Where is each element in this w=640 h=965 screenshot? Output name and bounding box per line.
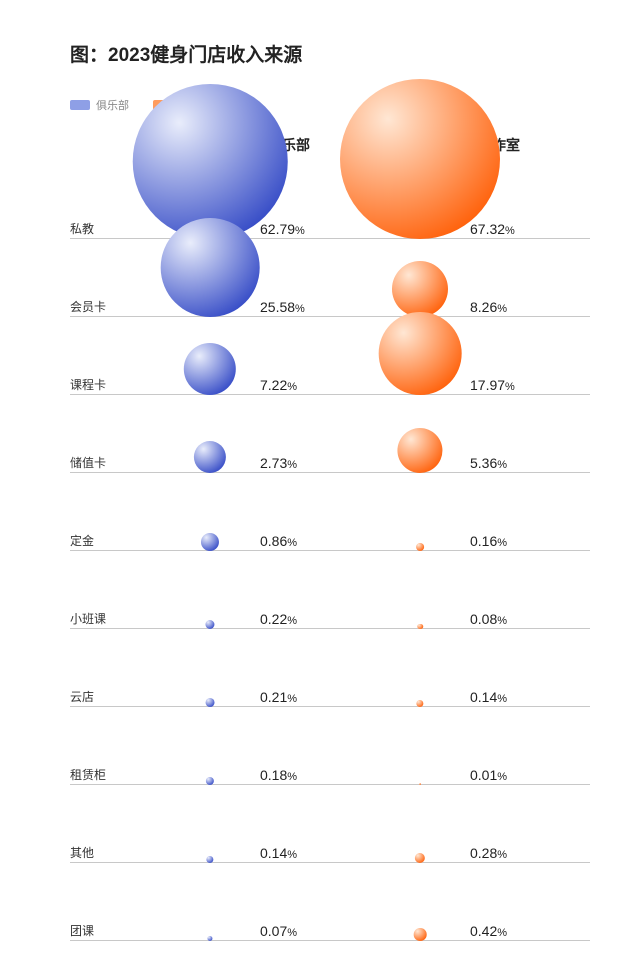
- bubble-studio: [379, 312, 462, 395]
- cell-studio: 17.97%: [380, 321, 590, 399]
- row-cells: 0.18% 0.01%: [170, 711, 590, 789]
- cell-club: 0.07%: [170, 867, 380, 945]
- cell-club: 0.14%: [170, 789, 380, 867]
- bubble-club: [184, 343, 236, 395]
- bubble-studio: [340, 79, 500, 239]
- table-row: 云店 0.21% 0.14%: [70, 633, 590, 711]
- value-studio: 8.26%: [470, 299, 507, 315]
- legend-item-club: 俱乐部: [70, 97, 129, 113]
- value-club: 0.86%: [260, 533, 297, 549]
- cell-studio: 0.08%: [380, 555, 590, 633]
- table-row: 储值卡 2.73% 5.36%: [70, 399, 590, 477]
- cell-club: 0.18%: [170, 711, 380, 789]
- cell-club: 0.22%: [170, 555, 380, 633]
- bubble-club: [161, 218, 260, 317]
- table-row: 其他 0.14% 0.28%: [70, 789, 590, 867]
- value-club: 2.73%: [260, 455, 297, 471]
- row-cells: 0.86% 0.16%: [170, 477, 590, 555]
- value-studio: 0.14%: [470, 689, 507, 705]
- cell-club: 7.22%: [170, 321, 380, 399]
- bubble-studio: [417, 624, 423, 630]
- value-studio: 67.32%: [470, 221, 515, 237]
- row-cells: 25.58% 8.26%: [170, 243, 590, 321]
- bubble-club: [206, 856, 213, 863]
- row-label: 云店: [70, 688, 170, 711]
- row-label: 租赁柜: [70, 766, 170, 789]
- value-club: 0.21%: [260, 689, 297, 705]
- value-studio: 0.08%: [470, 611, 507, 627]
- row-label: 课程卡: [70, 376, 170, 399]
- legend-swatch-club: [70, 100, 90, 110]
- bubble-studio: [414, 928, 427, 941]
- row-cells: 0.22% 0.08%: [170, 555, 590, 633]
- row-label: 储值卡: [70, 454, 170, 477]
- row-cells: 7.22% 17.97%: [170, 321, 590, 399]
- bubble-studio: [416, 543, 424, 551]
- table-row: 会员卡 25.58% 8.26%: [70, 243, 590, 321]
- table-row: 定金 0.86% 0.16%: [70, 477, 590, 555]
- row-cells: 0.21% 0.14%: [170, 633, 590, 711]
- value-studio: 17.97%: [470, 377, 515, 393]
- row-label: 其他: [70, 844, 170, 867]
- value-club: 25.58%: [260, 299, 305, 315]
- bubble-club: [133, 84, 288, 239]
- row-cells: 2.73% 5.36%: [170, 399, 590, 477]
- row-label: 定金: [70, 532, 170, 555]
- chart-area: 健身俱乐部 健身工作室 私教62.79%67.32%会员卡25.58%8.26%…: [70, 135, 590, 945]
- bubble-club: [207, 936, 212, 941]
- bubble-studio: [416, 700, 423, 707]
- chart-container: 图：2023健身门店收入来源 俱乐部 工作室 健身俱乐部 健身工作室 私教62.…: [0, 0, 640, 965]
- value-studio: 0.16%: [470, 533, 507, 549]
- row-label: 小班课: [70, 610, 170, 633]
- legend-label-club: 俱乐部: [96, 97, 129, 113]
- bubble-studio: [419, 783, 421, 785]
- value-studio: 0.42%: [470, 923, 507, 939]
- cell-studio: 8.26%: [380, 243, 590, 321]
- cell-studio: 67.32%: [380, 165, 590, 243]
- bubble-studio: [397, 428, 442, 473]
- bubble-club: [206, 698, 215, 707]
- cell-studio: 5.36%: [380, 399, 590, 477]
- chart-title: 图：2023健身门店收入来源: [70, 40, 590, 67]
- cell-studio: 0.42%: [380, 867, 590, 945]
- value-studio: 0.28%: [470, 845, 507, 861]
- row-label: 团课: [70, 922, 170, 945]
- value-studio: 5.36%: [470, 455, 507, 471]
- row-cells: 0.07% 0.42%: [170, 867, 590, 945]
- row-label: 会员卡: [70, 298, 170, 321]
- value-club: 0.22%: [260, 611, 297, 627]
- bubble-studio: [392, 261, 448, 317]
- cell-club: 0.21%: [170, 633, 380, 711]
- value-club: 7.22%: [260, 377, 297, 393]
- cell-studio: 0.01%: [380, 711, 590, 789]
- cell-club: 0.86%: [170, 477, 380, 555]
- bubble-club: [194, 441, 226, 473]
- value-club: 62.79%: [260, 221, 305, 237]
- cell-studio: 0.14%: [380, 633, 590, 711]
- rows: 私教 62.79% 67.32% 会员卡 25.58% 8.26% 课程卡 7.22% 17.9…: [70, 165, 590, 945]
- cell-club: 2.73%: [170, 399, 380, 477]
- cell-studio: 0.16%: [380, 477, 590, 555]
- row-cells: 0.14% 0.28%: [170, 789, 590, 867]
- table-row: 团课 0.07% 0.42%: [70, 867, 590, 945]
- table-row: 租赁柜 0.18% 0.01%: [70, 711, 590, 789]
- table-row: 课程卡 7.22% 17.97%: [70, 321, 590, 399]
- value-club: 0.07%: [260, 923, 297, 939]
- value-club: 0.14%: [260, 845, 297, 861]
- bubble-studio: [415, 853, 425, 863]
- bubble-club: [205, 620, 214, 629]
- legend: 俱乐部 工作室: [70, 97, 590, 113]
- table-row: 小班课 0.22% 0.08%: [70, 555, 590, 633]
- cell-studio: 0.28%: [380, 789, 590, 867]
- bubble-club: [201, 533, 219, 551]
- value-club: 0.18%: [260, 767, 297, 783]
- value-studio: 0.01%: [470, 767, 507, 783]
- row-label: 私教: [70, 220, 170, 243]
- table-row: 私教 62.79% 67.32%: [70, 165, 590, 243]
- cell-club: 25.58%: [170, 243, 380, 321]
- bubble-club: [206, 777, 214, 785]
